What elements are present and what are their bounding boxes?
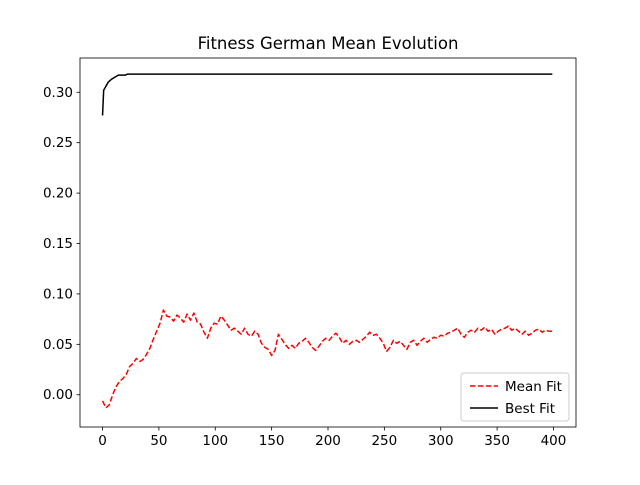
y-tick-label: 0.10 [43,286,73,302]
series-line-best-fit [101,73,553,116]
x-tick-label: 200 [315,433,341,449]
y-tick-label: 0.15 [43,236,73,252]
y-tick-label: 0.30 [43,85,73,101]
x-tick-label: 350 [484,433,510,449]
series-line-mean-fit [101,309,553,409]
x-tick-label: 50 [150,433,167,449]
x-tick-label: 300 [428,433,454,449]
y-tick-label: 0.00 [43,387,73,403]
x-tick-label: 150 [259,433,285,449]
x-tick-label: 100 [202,433,228,449]
legend-box [460,372,570,422]
x-tick-label: 400 [541,433,567,449]
legend-label: Mean Fit [505,379,562,395]
plot-area: 0 50 100 150 200 250 300 350 400 0.00 0.05 0.10 0.15… [43,57,577,449]
legend-label: Best Fit [505,401,555,417]
y-tick-label: 0.05 [43,337,73,353]
y-tick-label: 0.20 [43,186,73,202]
x-tick-label: 0 [98,433,107,449]
x-tick-label: 250 [371,433,397,449]
chart-title: Fitness German Mean Evolution [198,34,459,53]
y-tick-label: 0.25 [43,135,73,151]
